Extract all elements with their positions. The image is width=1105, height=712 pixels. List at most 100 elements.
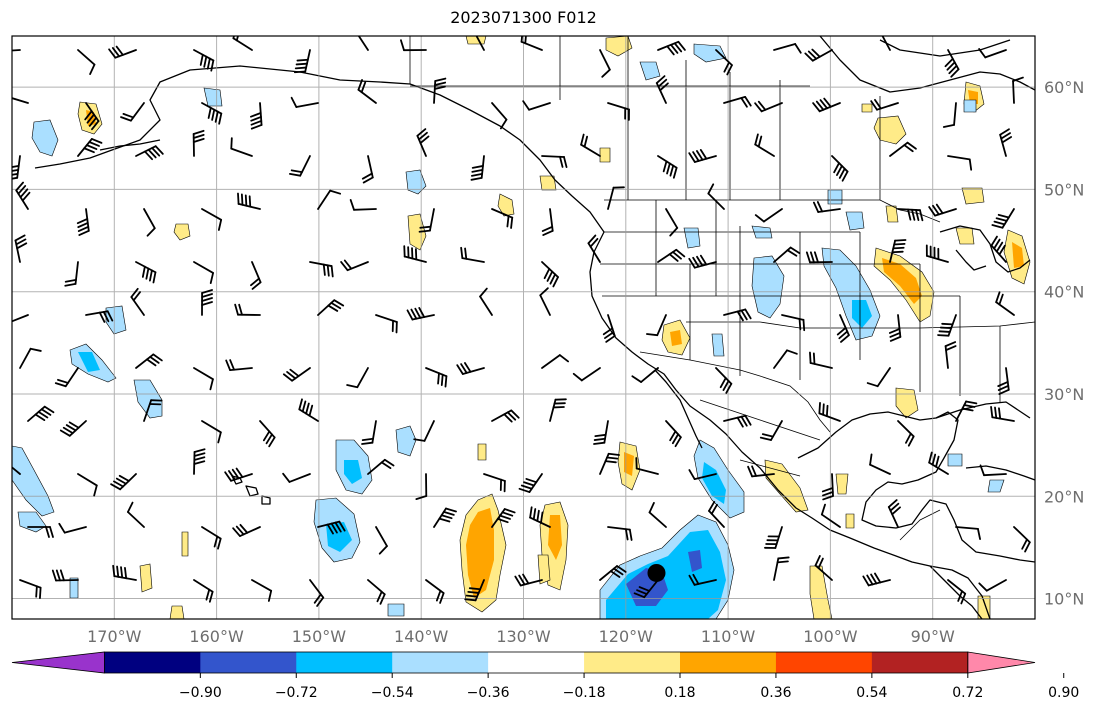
wind-barb	[367, 458, 395, 475]
wind-barb	[298, 398, 319, 422]
wind-barb	[232, 523, 261, 537]
wind-barb	[764, 526, 783, 549]
wind-barb	[135, 145, 164, 161]
wind-barb	[357, 36, 369, 51]
wind-barb	[309, 261, 334, 278]
lon-tick-label: 170°W	[87, 627, 142, 646]
wind-barb	[143, 208, 156, 237]
wind-barb	[375, 526, 388, 555]
lat-tick-label: 10°N	[1044, 590, 1084, 609]
wind-barb	[754, 100, 783, 113]
wind-barb	[889, 239, 907, 263]
wind-barb	[317, 189, 342, 210]
wind-barb	[27, 405, 55, 422]
wind-barb	[232, 36, 253, 51]
wind-barb	[869, 453, 891, 475]
wind-barb	[201, 526, 222, 550]
wind-barb	[541, 208, 554, 236]
wind-barb	[599, 49, 611, 78]
wind-barb	[135, 353, 163, 369]
wind-barb	[361, 155, 374, 184]
wind-barb	[224, 467, 253, 482]
wind-barb	[58, 522, 87, 534]
wind-barb	[475, 36, 485, 51]
wind-barb	[688, 573, 717, 586]
wind-barb	[19, 347, 42, 369]
wind-barb	[406, 306, 435, 321]
wind-barb	[633, 579, 659, 599]
wind-barb	[193, 261, 214, 285]
wind-barb	[491, 208, 514, 229]
wind-barb	[723, 414, 752, 428]
wind-barb	[193, 579, 214, 603]
wind-barb	[127, 501, 145, 528]
wind-barb	[201, 208, 223, 231]
colorbar	[11, 651, 1036, 674]
wind-barb	[928, 451, 949, 475]
wind-barb	[944, 341, 957, 369]
wind-barb	[230, 137, 253, 157]
wind-barb	[978, 48, 1007, 59]
wind-barb	[754, 208, 783, 223]
wind-barb	[483, 473, 506, 493]
wind-barb	[997, 367, 1010, 395]
wind-barb	[250, 102, 263, 130]
wind-barb	[887, 499, 901, 528]
wind-barb	[464, 579, 485, 602]
wind-barb	[15, 181, 31, 210]
wind-barb	[317, 520, 346, 535]
lon-tick-label: 110°W	[701, 627, 756, 646]
colorbar-outline	[104, 651, 969, 674]
wind-barb	[290, 96, 319, 108]
wind-barb	[14, 234, 28, 263]
wind-barb	[520, 36, 543, 51]
wind-barb	[361, 420, 377, 445]
wind-barb	[688, 149, 717, 163]
wind-barb	[77, 138, 103, 157]
wind-barb	[607, 186, 625, 210]
wind-barb	[593, 420, 609, 445]
wind-barb	[635, 457, 659, 475]
lat-tick-label: 40°N	[1044, 283, 1084, 302]
wind-barb	[51, 569, 79, 582]
wind-barb	[812, 97, 841, 113]
wind-barb	[12, 314, 29, 323]
wind-barb	[947, 155, 973, 171]
colorbar-bin	[104, 652, 201, 673]
wind-barb	[979, 464, 1007, 477]
wind-barb	[293, 49, 311, 74]
wind-barb	[655, 75, 669, 104]
wind-barb	[1013, 526, 1031, 553]
wind-barb	[539, 287, 551, 316]
wind-barb	[747, 465, 775, 478]
colorbar-bin	[296, 652, 393, 673]
wind-barb	[1012, 76, 1024, 104]
wind-barb	[340, 259, 369, 272]
wind-barb	[193, 367, 214, 391]
wind-barb	[415, 473, 428, 501]
wind-barb	[889, 141, 917, 157]
wind-barb	[599, 452, 620, 475]
map-title: 2023071300 F012	[450, 8, 597, 27]
colorbar-extend-max	[967, 651, 1036, 674]
wind-barb	[836, 314, 850, 343]
wind-barb	[942, 102, 957, 128]
wind-barb	[715, 49, 733, 76]
wind-barb	[688, 254, 717, 269]
wind-barb	[773, 43, 802, 54]
wind-barb	[367, 579, 386, 605]
wind-barb	[12, 466, 21, 475]
wind-barb	[251, 579, 273, 602]
wind-barb	[805, 251, 833, 264]
wind-barb	[925, 244, 949, 263]
wind-barb	[85, 310, 114, 323]
wind-barb	[602, 314, 616, 343]
lon-tick-label: 120°W	[599, 627, 654, 646]
colorbar-extend-min	[11, 651, 105, 674]
wind-barb	[804, 48, 833, 62]
map-frame	[11, 35, 1036, 620]
wind-barb	[991, 208, 1015, 229]
wind-barb	[425, 367, 448, 388]
coastlines	[34, 36, 1035, 619]
wind-barb	[944, 49, 960, 78]
